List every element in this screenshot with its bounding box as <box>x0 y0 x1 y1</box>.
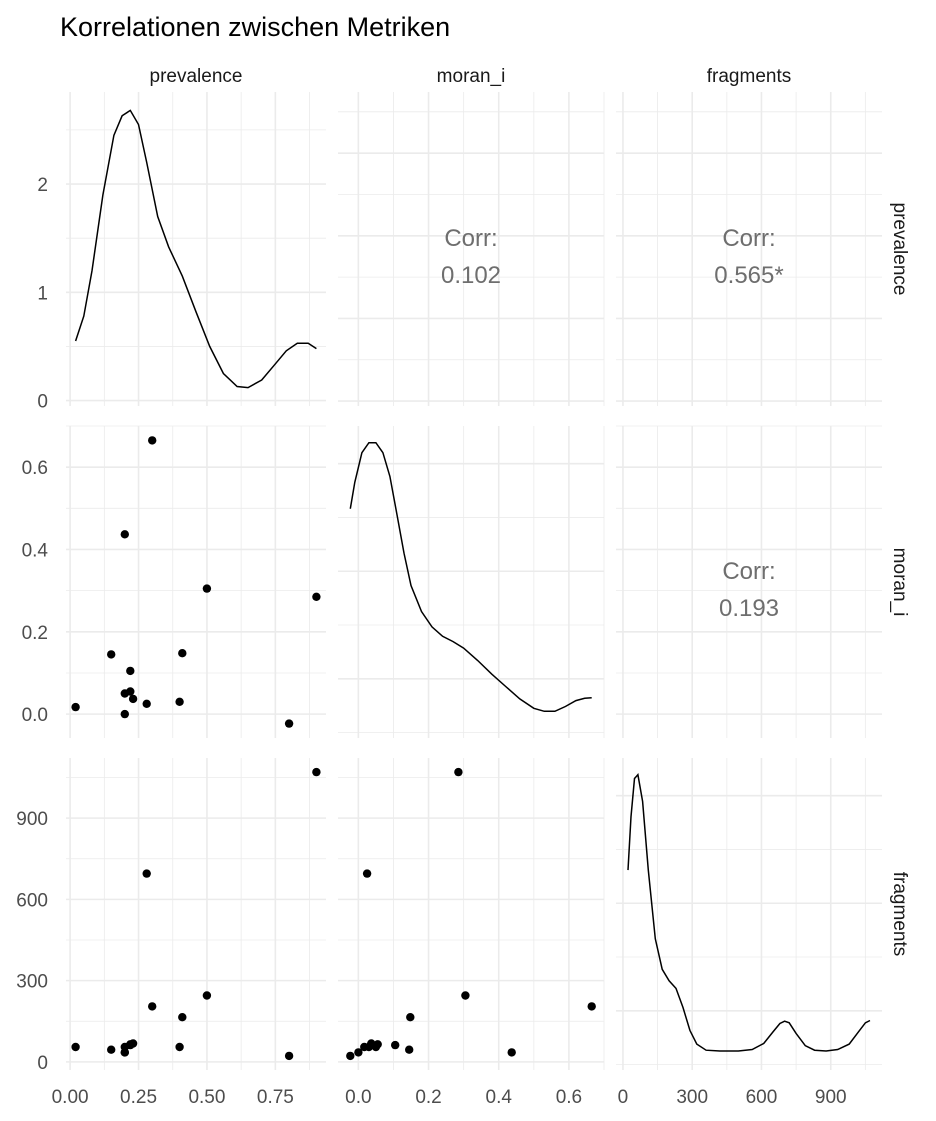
x-tick-label: 0 <box>618 1087 629 1108</box>
y-tick-label: 300 <box>16 972 48 993</box>
x-tick-label: 0.6 <box>556 1087 582 1108</box>
x-tick-label: 0.25 <box>120 1087 157 1108</box>
scatter-point <box>126 666 135 676</box>
density-line-fragments <box>627 773 871 1052</box>
panel-moran_i-prevalence <box>66 425 326 738</box>
y-tick-label: 900 <box>16 809 48 830</box>
scatter-point <box>120 709 129 719</box>
y-tick-label: 1 <box>37 283 48 304</box>
corr-value: 0.193 <box>719 595 779 622</box>
panel-fragments-prevalence <box>66 758 326 1070</box>
y-tick-label: 0 <box>37 392 48 413</box>
scatter-point <box>148 1002 157 1011</box>
x-tick-label: 0.2 <box>415 1087 441 1108</box>
scatter-point <box>454 767 463 777</box>
scatter-point <box>175 1042 184 1052</box>
strip-label-prevalence: prevalence <box>150 66 243 87</box>
panel-moran_i-fragments: Corr: 0.193 <box>616 425 882 738</box>
scatter-point <box>142 699 151 708</box>
scatter-point <box>406 1013 415 1022</box>
scatter-point <box>128 1039 138 1048</box>
scatter-point <box>202 584 212 593</box>
y-tick-label: 0.2 <box>22 623 48 644</box>
scatter-point <box>284 719 294 728</box>
scatter-point <box>71 702 80 712</box>
panel-moran_i-moran_i <box>338 426 605 738</box>
strip-label-fragments: fragments <box>707 66 791 87</box>
corr-value: 0.102 <box>441 262 501 289</box>
scatter-point <box>178 1013 187 1022</box>
scatter-point <box>120 1048 129 1057</box>
chart-title: Korrelationen zwischen Metriken <box>60 12 450 42</box>
y-tick-label: 0.6 <box>22 458 48 479</box>
scatter-point <box>126 687 135 696</box>
scatter-point <box>128 694 138 704</box>
corr-value: 0.565* <box>714 262 783 289</box>
panel-prevalence-fragments: Corr: 0.565* <box>616 92 882 406</box>
scatter-point <box>354 1048 363 1057</box>
x-tick-label: 0.50 <box>188 1087 225 1108</box>
x-tick-label: 900 <box>815 1087 847 1108</box>
scatter-point <box>587 1002 596 1011</box>
y-tick-label: 2 <box>37 175 48 196</box>
scatter-point <box>373 1040 382 1049</box>
scatter-point <box>175 697 184 706</box>
scatter-point <box>71 1042 80 1052</box>
scatter-point <box>461 991 470 1000</box>
x-tick-label: 0.00 <box>52 1087 89 1108</box>
scatter-point <box>312 767 321 777</box>
scatter-point <box>107 650 116 659</box>
scatter-point <box>507 1048 516 1057</box>
x-tick-label: 600 <box>746 1087 778 1108</box>
x-tick-label: 0.75 <box>257 1087 294 1108</box>
scatter-point <box>202 991 212 1000</box>
scatter-point <box>178 649 187 658</box>
y-tick-label: 600 <box>16 890 48 911</box>
scatter-point <box>142 869 151 878</box>
scatter-point <box>346 1051 355 1061</box>
panel-fragments-fragments <box>616 758 882 1070</box>
scatter-point <box>362 869 372 878</box>
panel-prevalence-moran_i: Corr: 0.102 <box>338 92 605 406</box>
plot-layer: prevalence moran_i fragments prevalence mora… <box>16 66 910 1108</box>
density-line-prevalence <box>74 109 317 389</box>
scatter-point <box>284 1051 294 1061</box>
scatter-point <box>148 436 157 445</box>
density-line-moran_i <box>349 441 592 713</box>
panel-prevalence-prevalence <box>66 92 326 406</box>
scatter-point <box>107 1045 116 1054</box>
scatter-point <box>405 1045 414 1054</box>
scatter-point <box>120 530 129 539</box>
strip-label-row-prevalence: prevalence <box>889 203 910 296</box>
strip-label-row-moran_i: moran_i <box>889 548 910 617</box>
corr-label: Corr: <box>722 225 775 252</box>
x-tick-label: 0.4 <box>486 1087 513 1108</box>
scatter-point <box>312 592 321 601</box>
scatter-point <box>364 1042 374 1052</box>
strip-label-row-fragments: fragments <box>889 872 910 956</box>
scatter-point <box>391 1040 400 1050</box>
y-tick-label: 0 <box>37 1053 48 1074</box>
strip-label-moran_i: moran_i <box>437 66 506 87</box>
y-tick-label: 0.4 <box>22 540 49 561</box>
x-tick-label: 0.0 <box>345 1087 371 1108</box>
y-tick-label: 0.0 <box>22 705 48 726</box>
x-tick-label: 300 <box>676 1087 708 1108</box>
corr-label: Corr: <box>722 558 775 585</box>
panel-fragments-moran_i <box>338 758 605 1070</box>
corr-label: Corr: <box>444 225 497 252</box>
